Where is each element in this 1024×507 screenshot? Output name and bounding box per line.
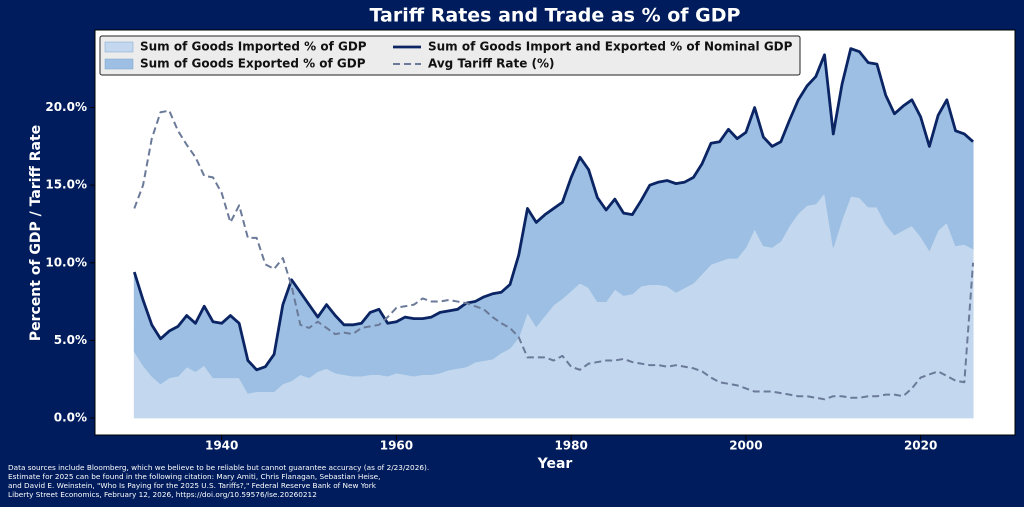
legend-label: Sum of Goods Imported % of GDP: [140, 40, 367, 54]
y-tick-label: 0.0%: [54, 410, 87, 424]
legend-swatch: [104, 41, 134, 53]
legend: Sum of Goods Imported % of GDP Sum of Goo…: [104, 40, 793, 71]
x-tick-label: 2000: [729, 439, 762, 453]
footnote: Data sources include Bloomberg, which we…: [8, 463, 429, 499]
footnote-line: Data sources include Bloomberg, which we…: [8, 463, 429, 472]
y-tick-label: 5.0%: [54, 333, 87, 347]
x-axis-label: Year: [537, 456, 573, 472]
chart-title: Tariff Rates and Trade as % of GDP: [370, 5, 741, 27]
line: [132, 47, 974, 372]
y-tick-label: 20.0%: [45, 100, 87, 114]
legend-label: Sum of Goods Import and Exported % of No…: [428, 40, 793, 54]
x-tick-label: 2020: [904, 439, 937, 453]
footnote-line: Estimate for 2025 can be found in the fo…: [8, 472, 380, 481]
legend-swatch: [104, 58, 134, 70]
legend-label: Sum of Goods Exported % of GDP: [140, 57, 366, 71]
legend-box: [99, 35, 801, 76]
plot: [132, 47, 975, 419]
plot-frame: [94, 29, 1016, 436]
dashed-line: [133, 109, 975, 401]
x-tick-label: 1940: [205, 439, 238, 453]
x-tick-label: 1980: [554, 439, 587, 453]
y-axis-label: Percent of GDP / Tariff Rate: [28, 125, 44, 341]
x-tick-label: 1960: [380, 439, 413, 453]
y-tick-label: 15.0%: [45, 178, 87, 192]
y-tick-label: 10.0%: [45, 255, 87, 269]
footnote-line: Liberty Street Economics, February 12, 2…: [8, 490, 317, 499]
legend-label: Avg Tariff Rate (%): [428, 57, 555, 71]
footnote-line: and David E. Weinstein, "Who Is Paying f…: [8, 481, 377, 490]
